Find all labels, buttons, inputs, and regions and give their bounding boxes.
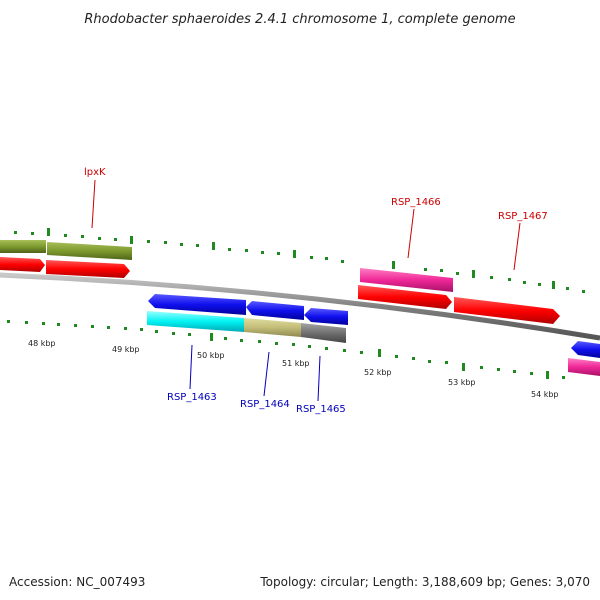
gene-arrow-red-b[interactable] (46, 260, 130, 278)
bottom-gene-labels (189, 344, 321, 402)
tick-label: 53 kbp (448, 378, 476, 387)
leader-line-rsp1464 (263, 351, 270, 397)
leader-line-rsp1467 (513, 222, 521, 271)
gene-label-rsp1463[interactable]: RSP_1463 (167, 392, 217, 403)
leader-line-lpxk (91, 179, 96, 229)
tick-labels: 48 kbp 49 kbp 50 kbp 51 kbp 52 kbp 53 kb… (28, 339, 559, 399)
map-title: Rhodobacter sphaeroides 2.4.1 chromosome… (84, 12, 515, 27)
gene-arrow-lpxk[interactable] (47, 242, 132, 260)
leader-line-rsp1465 (317, 355, 321, 402)
accession-text: Accession: NC_007493 (9, 575, 145, 589)
gene-arrow-rsp1463[interactable] (148, 294, 246, 315)
leader-line-rsp1466 (407, 208, 415, 259)
tick-label: 54 kbp (531, 390, 559, 399)
tick-label: 49 kbp (112, 345, 140, 354)
gene-arrow-rsp1467[interactable] (454, 297, 560, 324)
tick-label: 52 kbp (364, 368, 392, 377)
gene-block-right-pink[interactable] (568, 358, 600, 376)
gene-label-rsp1465[interactable]: RSP_1465 (296, 404, 346, 415)
gene-block-gray[interactable] (301, 323, 346, 343)
gene-label-rsp1466[interactable]: RSP_1466 (391, 197, 441, 208)
gene-arrow-olive-a[interactable] (0, 240, 46, 253)
gene-arrow-rsp1464[interactable] (246, 301, 304, 320)
gene-label-lpxk[interactable]: lpxK (84, 167, 106, 178)
tick-label: 50 kbp (197, 351, 225, 360)
inner-ruler (7, 320, 565, 379)
leader-line-rsp1463 (189, 344, 193, 390)
gene-label-rsp1464[interactable]: RSP_1464 (240, 399, 290, 410)
bottom-strand-genes (147, 294, 600, 376)
gene-block-khaki[interactable] (244, 318, 301, 337)
gene-label-rsp1467[interactable]: RSP_1467 (498, 211, 548, 222)
genome-summary-text: Topology: circular; Length: 3,188,609 bp… (259, 575, 590, 589)
gene-arrow-rsp1465[interactable] (304, 308, 348, 325)
gene-arrow-rsp1466[interactable] (358, 285, 452, 309)
gene-arrow-rsp1466-pink[interactable] (360, 268, 453, 292)
gene-arrow-right-blue[interactable] (571, 341, 600, 358)
top-gene-labels (91, 179, 521, 271)
tick-label: 51 kbp (282, 359, 310, 368)
gene-block-cyan[interactable] (147, 311, 244, 332)
gene-arrow-red-a[interactable] (0, 257, 45, 272)
outer-ruler (14, 228, 585, 293)
top-strand-genes (0, 240, 560, 324)
chromosome-backbone (0, 272, 600, 341)
tick-label: 48 kbp (28, 339, 56, 348)
